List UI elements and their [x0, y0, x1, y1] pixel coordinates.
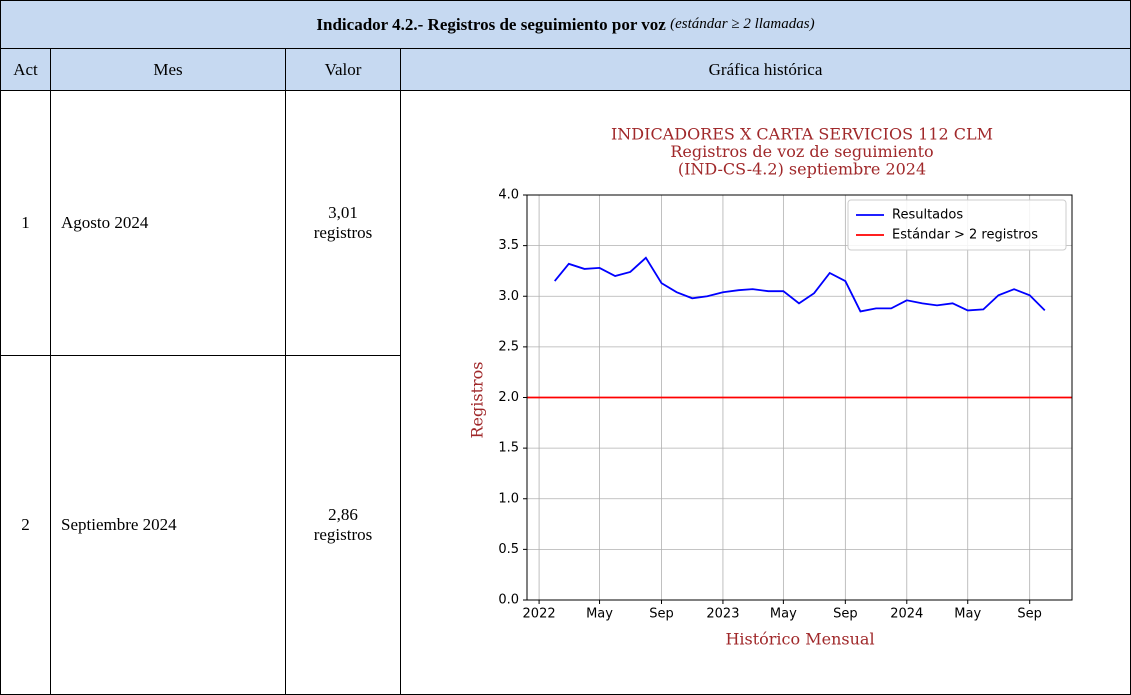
- line-series: [554, 256, 1046, 313]
- x-tick-label: 2023: [706, 607, 739, 622]
- chart-title: Registros de voz de seguimiento: [670, 142, 933, 161]
- column-header: Mes: [50, 48, 286, 91]
- cell: 2: [0, 355, 51, 695]
- cell: 2,86 registros: [285, 355, 401, 695]
- y-tick-label: 4.0: [498, 188, 519, 203]
- chart-title: (IND-CS-4.2) septiembre 2024: [678, 160, 926, 179]
- chart: INDICADORES X CARTA SERVICIOS 112 CLMReg…: [468, 125, 1073, 649]
- legend-label: Estándar > 2 registros: [892, 228, 1038, 243]
- x-tick-label: Sep: [1017, 607, 1042, 622]
- x-tick-label: Sep: [833, 607, 858, 622]
- cell: Septiembre 2024: [50, 355, 286, 695]
- subtitle: (estándar ≥ 2 llamadas): [670, 16, 815, 32]
- chart-title: INDICADORES X CARTA SERVICIOS 112 CLM: [611, 125, 993, 144]
- x-axis-label: Histórico Mensual: [725, 630, 874, 649]
- x-tick-label: Sep: [649, 607, 674, 622]
- x-tick-label: May: [770, 607, 797, 622]
- column-header: Gráfica histórica: [400, 48, 1131, 91]
- y-axis-label: Registros: [468, 361, 487, 438]
- cell: 1: [0, 90, 51, 356]
- y-tick-label: 1.5: [498, 441, 519, 456]
- axes-frame: [526, 194, 1073, 601]
- x-tick-label: 2024: [890, 607, 923, 622]
- y-tick-label: 3.5: [498, 238, 519, 253]
- column-header: Act: [0, 48, 51, 91]
- table-title: Indicador 4.2.- Registros de seguimiento…: [0, 0, 1131, 49]
- cell: 3,01 registros: [285, 90, 401, 356]
- y-tick-label: 3.0: [498, 289, 519, 304]
- column-header: Valor: [285, 48, 401, 91]
- legend: [847, 199, 1067, 251]
- x-tick-label: May: [954, 607, 981, 622]
- cell: Agosto 2024: [50, 90, 286, 356]
- y-tick-label: 1.0: [498, 491, 519, 506]
- title: Indicador 4.2.- Registros de seguimiento…: [316, 14, 666, 34]
- x-tick-label: May: [586, 607, 613, 622]
- y-tick-label: 0.5: [498, 542, 519, 557]
- y-tick-label: 2.5: [498, 339, 519, 354]
- x-tick-label: 2022: [523, 607, 556, 622]
- y-tick-label: 0.0: [498, 593, 519, 608]
- legend-label: Resultados: [892, 208, 963, 223]
- y-tick-label: 2.0: [498, 390, 519, 405]
